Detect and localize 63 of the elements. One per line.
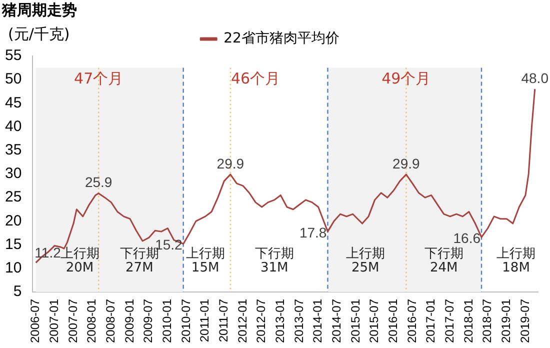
annotation: 48.0 <box>521 70 549 86</box>
y-axis-title: (元/千克) <box>8 24 70 43</box>
y-tick-label: 20 <box>4 212 22 230</box>
annotation: 49个月 <box>382 69 431 88</box>
y-tick-label: 35 <box>4 142 22 159</box>
x-tick-label: 2014-01 <box>310 298 325 344</box>
x-tick-label: 2015-01 <box>348 298 362 344</box>
x-tick-label: 2013-07 <box>292 298 306 344</box>
annotation: 25M <box>351 260 380 276</box>
x-tick-label: 2008-01 <box>84 298 99 344</box>
x-tick-label: 2016-01 <box>386 298 400 344</box>
annotation: 上行期 <box>186 246 225 262</box>
annotation: 17.8 <box>299 224 327 240</box>
x-tick-label: 2010-01 <box>160 298 174 344</box>
x-tick-label: 2018-01 <box>461 298 476 344</box>
x-tick-label: 2013-01 <box>272 298 287 344</box>
y-tick-label: 50 <box>4 70 22 88</box>
x-tick-label: 2019-07 <box>518 298 532 344</box>
annotation: 16.6 <box>453 230 481 246</box>
x-tick-label: 2007-07 <box>66 298 80 344</box>
x-tick-label: 2019-01 <box>498 298 513 344</box>
y-tick-label: 55 <box>4 47 22 64</box>
annotation: 上行期 <box>60 246 100 262</box>
annotation: 下行期 <box>254 246 294 262</box>
annotation: 47个月 <box>74 69 124 88</box>
y-tick-label: 40 <box>4 118 22 135</box>
x-tick-label: 2017-01 <box>424 298 438 344</box>
x-tick-label: 2014-07 <box>329 298 344 344</box>
y-tick-label: 10 <box>4 260 22 277</box>
x-tick-label: 2011-07 <box>216 298 230 342</box>
y-tick-label: 5 <box>13 283 22 300</box>
x-tick-label: 2012-07 <box>254 298 268 344</box>
x-tick-label: 2018-07 <box>480 298 494 344</box>
y-tick-label: 25 <box>4 188 22 206</box>
annotation: 24M <box>430 260 458 276</box>
y-tick-label: 45 <box>4 94 22 112</box>
legend-label: 22省市猪肉平均价 <box>224 30 340 47</box>
y-tick-label: 30 <box>4 165 22 182</box>
annotation: 31M <box>260 260 288 276</box>
x-tick-label: 2017-07 <box>442 298 456 344</box>
y-tick-label: 15 <box>4 236 22 253</box>
x-tick-label: 2009-01 <box>122 298 136 344</box>
x-tick-label: 2006-07 <box>28 298 42 344</box>
annotation: 上行期 <box>346 246 385 262</box>
x-tick-label: 2009-07 <box>141 298 156 344</box>
x-tick-label: 2012-01 <box>235 298 250 344</box>
annotation: 27M <box>126 260 154 276</box>
x-tick-label: 2010-07 <box>178 298 193 344</box>
x-tick-label: 2015-07 <box>367 298 382 344</box>
annotation: 29.9 <box>216 155 244 172</box>
x-tick-label: 2008-07 <box>103 298 118 344</box>
x-tick-label: 2011-01 <box>198 298 212 342</box>
annotation: 20M <box>66 260 94 276</box>
annotation: 18M <box>502 260 530 276</box>
annotation: 46个月 <box>230 69 280 88</box>
annotation: 25.9 <box>84 174 112 190</box>
annotation: 29.9 <box>392 155 420 172</box>
chart-title: 猪周期走势 <box>1 0 77 19</box>
annotation: 上行期 <box>496 246 536 262</box>
annotation: 15M <box>191 260 220 276</box>
x-tick-label: 2016-07 <box>404 298 419 344</box>
annotation: 下行期 <box>424 246 464 262</box>
x-tick-label: 2007-01 <box>46 298 61 344</box>
